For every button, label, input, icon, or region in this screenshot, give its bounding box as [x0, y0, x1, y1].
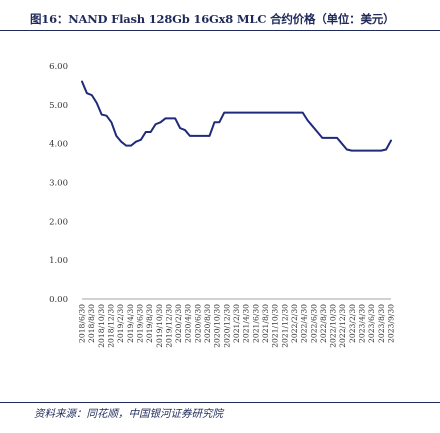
plot-area — [81, 80, 392, 152]
x-tick-label: 2023/4/30 — [358, 304, 367, 343]
x-tick-label: 2018/6/30 — [78, 304, 87, 343]
x-tick-label: 2022/8/30 — [319, 304, 328, 343]
x-tick-label: 2021/10/30 — [271, 304, 280, 348]
x-tick-label: 2022/12/30 — [338, 304, 347, 348]
y-axis: 0.00 1.00 2.00 3.00 4.00 5.00 6.00 — [49, 62, 68, 305]
x-tick-label: 2019/6/30 — [135, 304, 144, 343]
y-tick-label: 5.00 — [49, 101, 68, 111]
x-tick-label: 2021/8/30 — [261, 304, 270, 343]
x-tick-label: 2018/12/30 — [106, 304, 115, 348]
x-tick-label: 2021/4/30 — [242, 304, 251, 343]
x-tick-label: 2023/8/30 — [377, 304, 386, 343]
x-tick-label: 2022/4/30 — [300, 304, 309, 343]
x-tick-label: 2018/10/30 — [97, 304, 106, 348]
y-tick-label: 0.00 — [49, 295, 68, 305]
y-tick-label: 4.00 — [49, 140, 68, 150]
x-tick-label: 2021/6/30 — [251, 304, 260, 343]
x-tick-label: 2021/12/30 — [280, 304, 289, 348]
x-tick-label: 2020/4/30 — [184, 304, 193, 343]
footer-divider — [0, 402, 440, 403]
x-axis: 2018/6/30 2018/8/30 2018/10/30 2018/12/30 20… — [78, 298, 396, 348]
x-tick-label: 2018/8/30 — [87, 304, 96, 343]
series-line — [81, 80, 392, 152]
x-tick-label: 2019/10/30 — [155, 304, 164, 348]
x-tick-label: 2019/12/30 — [164, 304, 173, 348]
x-tick-label: 2022/2/30 — [290, 304, 299, 343]
x-tick-label: 2020/12/30 — [222, 304, 231, 348]
y-tick-label: 3.00 — [49, 179, 68, 189]
y-tick-label: 2.00 — [49, 217, 68, 227]
x-tick-label: 2020/2/30 — [174, 304, 183, 343]
y-tick-label: 1.00 — [49, 256, 68, 266]
y-tick-label: 6.00 — [49, 62, 68, 72]
x-tick-label: 2020/8/30 — [203, 304, 212, 343]
title-divider — [0, 30, 440, 31]
x-tick-label: 2023/2/30 — [348, 304, 357, 343]
x-tick-label: 2022/10/30 — [329, 304, 338, 348]
x-tick-label: 2020/6/30 — [193, 304, 202, 343]
x-tick-label: 2019/8/30 — [145, 304, 154, 343]
chart-title: 图16：NAND Flash 128Gb 16Gx8 MLC 合约价格（单位：美… — [30, 12, 395, 26]
x-tick-label: 2019/4/30 — [126, 304, 135, 343]
x-tick-label: 2022/6/30 — [309, 304, 318, 343]
line-chart: 0.001.002.003.004.005.006.00 2018/6/30 20… — [49, 62, 396, 348]
x-tick-label: 2023/6/30 — [367, 304, 376, 343]
x-tick-label: 2021/2/30 — [232, 304, 241, 343]
source-note: 资料来源：同花顺，中国银河证券研究院 — [34, 408, 223, 420]
x-tick-label: 2019/2/30 — [116, 304, 125, 343]
title-bar: 图16：NAND Flash 128Gb 16Gx8 MLC 合约价格（单位：美… — [0, 0, 440, 32]
x-tick-label: 2020/10/30 — [213, 304, 222, 348]
x-tick-label: 2023/9/30 — [387, 304, 396, 343]
